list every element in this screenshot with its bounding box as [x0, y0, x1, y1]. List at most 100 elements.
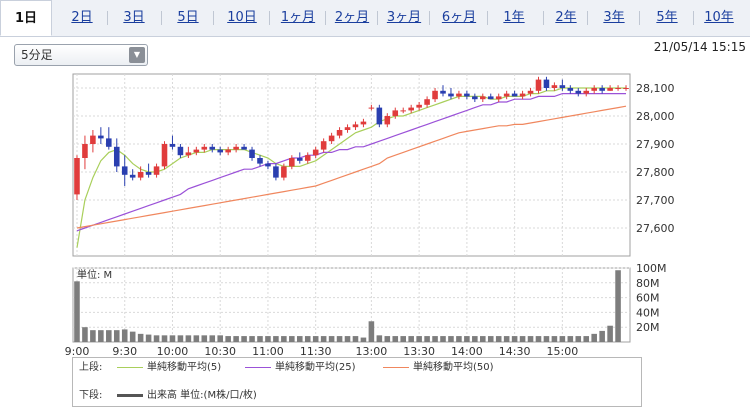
candle-body: [249, 149, 255, 158]
tab-3[interactable]: 3日: [123, 10, 145, 25]
candle-body: [495, 96, 502, 100]
volume-bar: [503, 336, 510, 342]
volume-bar: [137, 333, 144, 342]
volume-bar: [472, 336, 478, 342]
volume-bar: [265, 336, 271, 342]
candle-body: [289, 158, 295, 167]
candle-body: [368, 107, 375, 109]
volume-bar: [448, 336, 454, 342]
candle-body: [535, 79, 542, 91]
tab-separator: [161, 11, 162, 25]
tab-12[interactable]: 3年: [603, 10, 625, 25]
candle-body: [82, 144, 88, 158]
candle-body: [440, 90, 446, 94]
volume-bar: [98, 330, 104, 342]
candle-body: [90, 135, 96, 144]
volume-bar: [559, 336, 566, 342]
candle-body: [257, 158, 263, 164]
timestamp: 21/05/14 15:15: [653, 40, 746, 54]
volume-bar: [129, 331, 136, 342]
x-tick-label: 11:00: [252, 345, 284, 358]
candle-body: [312, 149, 319, 156]
volume-bar: [273, 336, 279, 342]
candle-body: [233, 146, 239, 150]
price-tick-label: 28,000: [636, 110, 675, 123]
tab-6[interactable]: 1ヶ月: [280, 10, 316, 25]
candle-body: [384, 116, 391, 125]
interval-select[interactable]: 5分足 ▼: [14, 44, 148, 66]
volume-bar: [368, 321, 375, 342]
tab-5[interactable]: 10日: [227, 10, 257, 25]
volume-bar: [567, 336, 574, 342]
volume-bar: [360, 337, 367, 342]
candle-body: [615, 88, 621, 89]
x-tick-label: 14:30: [499, 345, 531, 358]
tab-1[interactable]: 1日: [0, 0, 52, 36]
candle-body: [265, 163, 271, 167]
tab-14[interactable]: 10年: [704, 10, 734, 25]
volume-bar: [289, 336, 295, 342]
volume-bar: [456, 336, 462, 342]
volume-bar: [615, 270, 621, 342]
volume-bar: [90, 330, 96, 342]
volume-unit-label: 単位: M: [77, 268, 112, 281]
volume-bar: [591, 333, 597, 342]
volume-bar: [599, 330, 605, 342]
volume-bar: [153, 335, 160, 342]
tab-9[interactable]: 6ヶ月: [441, 10, 477, 25]
price-tick-label: 27,900: [636, 138, 675, 151]
x-tick-label: 9:30: [112, 345, 137, 358]
x-tick-label: 15:00: [547, 345, 579, 358]
volume-bar: [209, 335, 216, 342]
tab-7[interactable]: 2ヶ月: [334, 10, 370, 25]
candle-body: [281, 166, 287, 178]
volume-bar: [296, 336, 303, 342]
candle-body: [217, 149, 223, 153]
candle-body: [225, 149, 231, 153]
candle-body: [137, 172, 144, 178]
tab-separator: [325, 11, 326, 25]
volume-bar: [344, 336, 351, 342]
tab-separator: [693, 11, 694, 25]
legend-item-volume: 出来高 単位:(M株/口/枚): [117, 388, 257, 404]
volume-tick-label: 100M: [636, 262, 667, 275]
legend-label-ma50: 単純移動平均(50): [413, 362, 494, 373]
volume-bar: [519, 336, 526, 342]
price-tick-label: 27,700: [636, 194, 675, 207]
tab-separator: [487, 11, 488, 25]
volume-bar: [328, 336, 335, 342]
chevron-down-icon[interactable]: ▼: [129, 47, 145, 63]
candle-body: [527, 90, 534, 94]
tab-separator: [377, 11, 378, 25]
tab-2[interactable]: 2日: [71, 10, 93, 25]
tab-10[interactable]: 1年: [503, 10, 525, 25]
tab-11[interactable]: 2年: [555, 10, 577, 25]
volume-bar: [304, 336, 311, 342]
candle-body: [543, 79, 550, 88]
candle-body: [599, 88, 605, 91]
candle-body: [376, 107, 383, 125]
tab-separator: [639, 11, 640, 25]
volume-bar: [352, 336, 359, 342]
volume-bar: [575, 336, 582, 342]
volume-bar: [424, 336, 430, 342]
volume-tick-label: 20M: [636, 321, 660, 334]
tab-4[interactable]: 5日: [177, 10, 199, 25]
legend-item-ma50: 単純移動平均(50): [383, 360, 494, 376]
volume-bar: [185, 335, 192, 342]
volume-bar: [535, 336, 542, 342]
tab-8[interactable]: 3ヶ月: [386, 10, 422, 25]
candle-body: [432, 90, 438, 100]
tab-13[interactable]: 5年: [656, 10, 678, 25]
volume-bar: [74, 281, 80, 342]
volume-bar: [249, 336, 255, 342]
chart-legend: 上段: 単純移動平均(5) 単純移動平均(25) 単純移動平均(50) 下段: …: [72, 357, 642, 407]
volume-bar: [487, 336, 494, 342]
tab-separator: [269, 11, 270, 25]
candle-body: [193, 149, 200, 153]
volume-bar: [233, 336, 239, 342]
legend-label-ma5: 単純移動平均(5): [147, 362, 222, 373]
candle-body: [424, 99, 430, 105]
candle-body: [153, 166, 160, 175]
candle-body: [296, 158, 303, 161]
